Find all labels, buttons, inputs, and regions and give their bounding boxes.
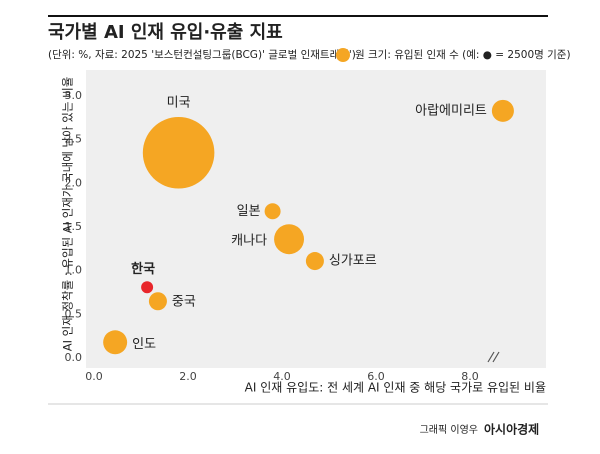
bubble xyxy=(491,99,514,122)
legend-note: 원 크기: 유입된 인재 수 (예: ● = 2500명 기준) xyxy=(355,48,571,61)
credit: 그래픽 이영우 xyxy=(420,424,478,436)
y-tick-label: 3.0 xyxy=(65,89,83,102)
x-tick-label: 4.0 xyxy=(273,370,291,383)
bubble xyxy=(274,224,305,255)
x-tick-label: 0.0 xyxy=(85,370,103,383)
point-label: 일본 xyxy=(237,204,261,219)
point-label: 중국 xyxy=(172,295,196,310)
y-tick-label: 2.0 xyxy=(65,176,83,189)
bubble xyxy=(264,203,281,220)
brand: 아시아경제 xyxy=(484,422,539,437)
plot: 0.0 0.5 1.0 1.5 2.0 2.5 3.0 0.0 2.0 4.0 6.0 8.0 미국아랍… xyxy=(65,89,514,383)
x-tick-label: 8.0 xyxy=(461,370,479,383)
bubble xyxy=(141,281,154,294)
point-label: 미국 xyxy=(167,95,191,110)
y-tick-label: 2.5 xyxy=(65,133,83,146)
x-tick-label: 6.0 xyxy=(367,370,385,383)
point-label: 인도 xyxy=(132,337,156,352)
plot-background xyxy=(86,70,546,368)
point-label: 아랍에미리트 xyxy=(415,103,487,118)
point-label: 한국 xyxy=(131,261,155,277)
axis-break xyxy=(487,351,500,363)
bubble xyxy=(142,116,215,189)
x-axis-label: AI 인재 유입도: 전 세계 AI 인재 중 해당 국가로 유입된 비율 xyxy=(245,381,546,395)
bubble xyxy=(305,252,324,271)
bubble xyxy=(103,330,128,355)
y-axis-label: AI 인재 정착률 : 유입된 AI 인재가 국내에 남아 있는 비율 xyxy=(61,77,75,352)
y-tick-label: 1.5 xyxy=(65,220,83,233)
x-tick-label: 2.0 xyxy=(179,370,197,383)
point-label: 캐나다 xyxy=(231,234,267,249)
y-tick-label: 0.0 xyxy=(65,351,83,364)
chart-title: 국가별 AI 인재 유입·유출 지표 xyxy=(48,21,283,43)
legend-swatch xyxy=(336,48,350,62)
bubble xyxy=(148,292,167,311)
y-tick-label: 0.5 xyxy=(65,307,83,320)
point-label: 싱가포르 xyxy=(329,254,377,269)
y-tick-label: 1.0 xyxy=(65,264,83,277)
subtitle: (단위: %, 자료: 2025 '보스턴컨설팅그룹(BCG)' 글로벌 인재트… xyxy=(48,48,356,61)
